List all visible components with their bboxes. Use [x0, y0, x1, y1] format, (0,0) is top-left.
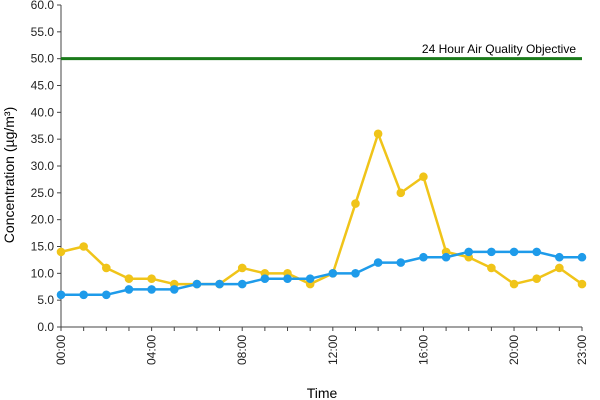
y-tick-label: 5.0	[37, 293, 54, 307]
data-point	[464, 247, 474, 257]
x-tick-label: 04:00	[145, 335, 159, 365]
data-point	[147, 274, 156, 284]
data-point	[373, 258, 383, 267]
x-tick-label: 08:00	[235, 335, 249, 365]
data-point	[419, 172, 428, 182]
data-point	[555, 252, 564, 262]
data-point	[124, 274, 134, 284]
data-point	[305, 274, 315, 284]
y-tick-label: 25.0	[31, 186, 55, 200]
x-tick-label: 23:00	[575, 335, 589, 365]
y-axis-title: Concentration (µg/m³)	[1, 107, 17, 243]
data-point	[169, 285, 179, 294]
data-point	[328, 269, 338, 278]
data-point	[237, 279, 247, 289]
y-tick-label: 40.0	[31, 105, 55, 119]
x-tick-label: 16:00	[416, 335, 430, 365]
data-point	[419, 252, 428, 262]
data-point	[509, 279, 519, 289]
y-tick-label: 0.0	[37, 320, 54, 334]
data-point	[283, 274, 292, 284]
data-point	[373, 129, 383, 139]
data-point	[351, 199, 360, 208]
data-point	[56, 247, 66, 257]
series-line	[60, 132, 583, 286]
data-point	[577, 279, 587, 289]
y-tick-label: 55.0	[31, 25, 55, 39]
series-0	[56, 129, 587, 289]
y-tick-label: 20.0	[31, 213, 55, 227]
data-point	[487, 263, 496, 273]
x-axis-ticks: 00:00 04:00 08:00 12:00 16:00 20:00 23:00	[54, 327, 589, 365]
data-point	[396, 258, 406, 267]
data-point	[124, 285, 134, 294]
data-point	[215, 279, 224, 289]
y-tick-label: 45.0	[31, 79, 55, 93]
y-tick-label: 50.0	[31, 52, 55, 66]
series-line	[61, 250, 582, 297]
data-point	[351, 269, 360, 278]
data-point	[79, 290, 88, 300]
data-point	[509, 247, 519, 257]
y-tick-label: 15.0	[31, 240, 55, 254]
data-point	[79, 242, 88, 251]
data-point	[102, 263, 111, 273]
x-axis-title: Time	[307, 385, 338, 400]
data-point	[396, 188, 406, 198]
data-point	[487, 247, 496, 257]
data-point	[260, 274, 270, 284]
data-point	[555, 263, 564, 273]
data-point	[147, 285, 156, 294]
data-point	[441, 252, 451, 262]
y-tick-label: 60.0	[31, 0, 55, 12]
data-point	[532, 274, 541, 284]
series-1	[56, 247, 587, 300]
data-point	[237, 263, 247, 273]
x-tick-label: 12:00	[326, 335, 340, 365]
y-tick-label: 30.0	[31, 159, 55, 173]
reference-line-label: 24 Hour Air Quality Objective	[422, 42, 576, 56]
data-point	[192, 279, 202, 289]
x-tick-label: 00:00	[54, 335, 68, 365]
y-tick-label: 35.0	[31, 132, 55, 146]
y-tick-label: 10.0	[31, 266, 55, 280]
data-point	[532, 247, 541, 257]
y-axis-ticks: 0.0 5.0 10.0 15.0 20.0 25.0 30.0 35.0 40.0 45.0 50…	[31, 0, 61, 334]
data-point	[56, 290, 66, 300]
data-point	[577, 252, 587, 262]
x-tick-label: 20:00	[507, 335, 521, 365]
series-group	[56, 129, 587, 300]
data-point	[102, 290, 111, 300]
